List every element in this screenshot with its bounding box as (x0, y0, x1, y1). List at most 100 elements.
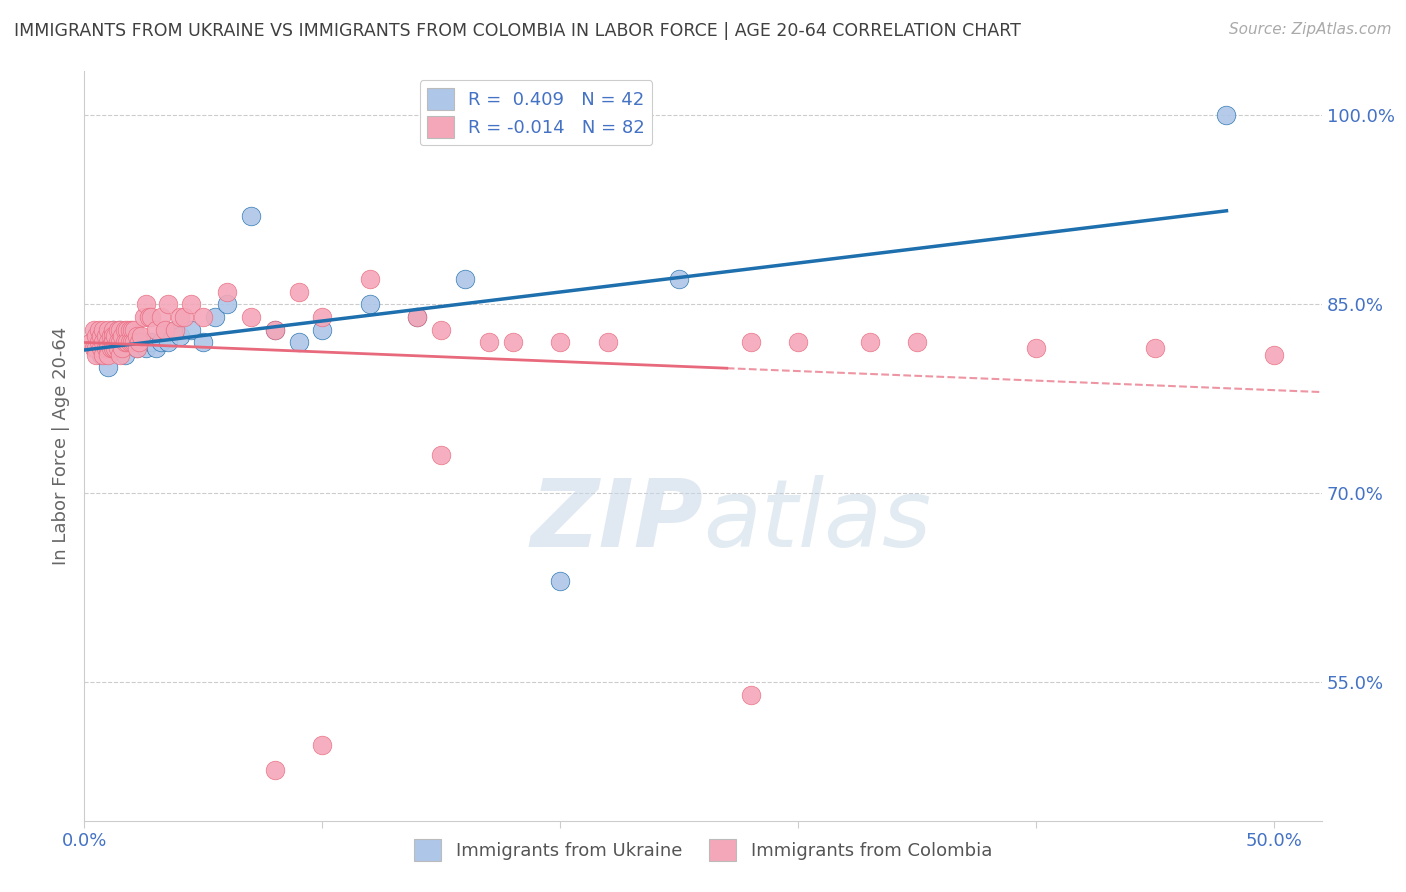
Point (97, 342, 120, 356)
Point (311, 738, 333, 752)
Point (311, 310, 333, 324)
Point (83, 322, 105, 336)
Point (118, 328, 141, 343)
Point (1025, 342, 1047, 356)
Point (139, 335, 162, 350)
Point (93, 322, 115, 336)
Point (263, 322, 285, 336)
Point (80, 335, 103, 350)
Point (104, 335, 127, 350)
Point (359, 272, 381, 286)
Point (118, 335, 141, 350)
Point (287, 285, 309, 299)
Point (193, 310, 215, 324)
Point (87, 322, 110, 336)
Point (131, 328, 153, 343)
Point (163, 322, 186, 336)
Point (84, 328, 107, 343)
Point (115, 322, 138, 336)
Point (138, 310, 160, 324)
Point (1263, 348, 1285, 362)
Point (263, 322, 285, 336)
Point (239, 310, 262, 324)
Point (193, 335, 215, 350)
Point (548, 335, 571, 350)
Point (94, 342, 117, 356)
Point (108, 348, 131, 362)
Point (145, 342, 167, 356)
Point (149, 310, 172, 324)
Point (502, 335, 524, 350)
Point (204, 310, 226, 324)
Point (128, 335, 150, 350)
Point (114, 322, 136, 336)
Point (169, 328, 191, 343)
Point (217, 285, 239, 299)
Point (101, 322, 124, 336)
Point (139, 310, 162, 324)
Point (145, 322, 167, 336)
Point (111, 342, 134, 356)
Legend: Immigrants from Ukraine, Immigrants from Colombia: Immigrants from Ukraine, Immigrants from… (406, 831, 1000, 868)
Point (104, 328, 127, 343)
Point (94, 328, 117, 343)
Point (111, 328, 134, 343)
Point (454, 272, 477, 286)
Point (905, 335, 928, 350)
Point (107, 322, 129, 336)
Point (90, 342, 112, 356)
Point (87, 328, 110, 343)
Y-axis label: In Labor Force | Age 20-64: In Labor Force | Age 20-64 (52, 326, 70, 566)
Point (239, 209, 262, 223)
Point (97, 360, 120, 375)
Point (548, 574, 571, 589)
Point (163, 322, 186, 336)
Point (787, 335, 810, 350)
Point (107, 335, 129, 350)
Point (169, 310, 191, 324)
Point (125, 342, 148, 356)
Point (180, 322, 202, 336)
Point (124, 335, 146, 350)
Point (97, 342, 120, 356)
Point (180, 297, 202, 311)
Point (84, 348, 107, 362)
Point (135, 297, 157, 311)
Point (858, 335, 880, 350)
Point (359, 297, 381, 311)
Point (108, 335, 131, 350)
Point (155, 322, 177, 336)
Point (121, 322, 143, 336)
Point (108, 335, 131, 350)
Point (406, 310, 429, 324)
Point (97, 335, 120, 350)
Point (132, 335, 155, 350)
Point (287, 335, 309, 350)
Point (93, 348, 115, 362)
Point (84, 342, 107, 356)
Point (87, 335, 110, 350)
Point (596, 335, 619, 350)
Point (93, 335, 115, 350)
Point (118, 322, 141, 336)
Point (94, 328, 117, 343)
Text: Source: ZipAtlas.com: Source: ZipAtlas.com (1229, 22, 1392, 37)
Point (406, 310, 429, 324)
Point (107, 342, 129, 356)
Point (135, 342, 157, 356)
Point (100, 328, 122, 343)
Point (740, 335, 762, 350)
Point (478, 335, 501, 350)
Point (156, 297, 179, 311)
Point (121, 335, 143, 350)
Point (311, 322, 333, 336)
Point (115, 335, 138, 350)
Text: ZIP: ZIP (530, 475, 703, 567)
Point (97, 322, 120, 336)
Point (1358, 335, 1381, 350)
Point (1215, 108, 1237, 122)
Point (104, 342, 127, 356)
Point (83, 342, 105, 356)
Point (97, 335, 120, 350)
Point (101, 342, 124, 356)
